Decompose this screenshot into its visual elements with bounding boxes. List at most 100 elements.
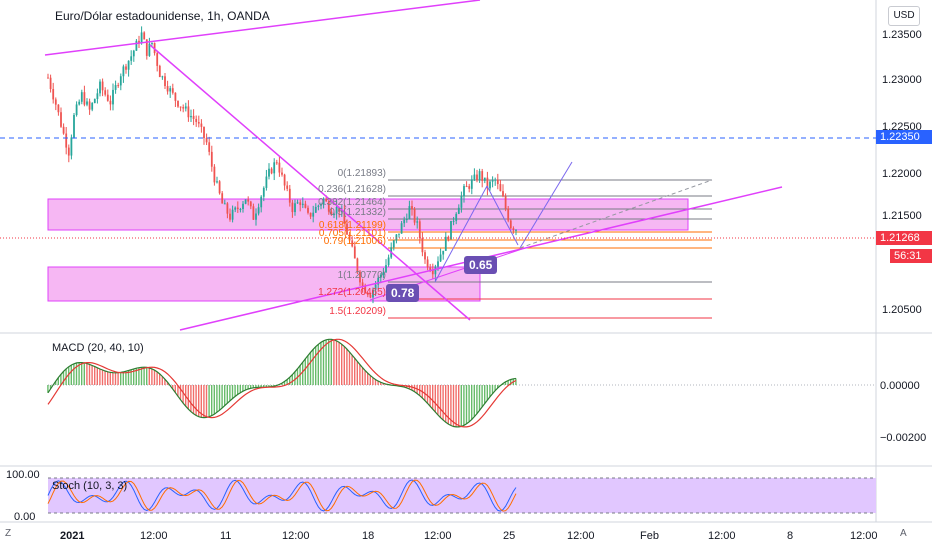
timezone-icon[interactable]: Z — [5, 528, 12, 539]
time-axis[interactable]: 2021 12:00 11 12:00 18 12:00 25 12:00 Fe… — [60, 530, 878, 542]
macd-bar — [47, 385, 49, 393]
candle-body — [348, 234, 351, 241]
macd-bar — [231, 385, 234, 399]
candle-body — [343, 211, 346, 224]
candle-body — [190, 115, 192, 118]
macd-bar — [68, 366, 70, 385]
candle-body — [398, 233, 400, 235]
macd-bar — [135, 368, 137, 385]
macd-bar — [164, 379, 166, 385]
time-tick: 12:00 — [850, 530, 878, 542]
fib-retracement[interactable] — [388, 179, 712, 319]
macd-bar — [302, 362, 304, 385]
candles — [47, 26, 517, 304]
macd-bar — [166, 382, 169, 385]
macd-bar — [382, 383, 384, 385]
macd-axis[interactable]: 0.00000 −0.00200 — [880, 380, 926, 444]
fib-level-label: 0.382(1.21464) — [318, 197, 386, 208]
projection-dashed-line[interactable] — [519, 179, 713, 249]
macd-bar — [320, 342, 322, 385]
fib-level-label: 0(1.21893) — [337, 168, 386, 179]
macd-label[interactable]: MACD (20, 40, 10) — [52, 342, 144, 354]
macd-bar — [476, 385, 478, 414]
candle-body — [429, 267, 432, 271]
stoch-label[interactable]: Stoch (10, 3, 3) — [52, 480, 128, 492]
macd-bar — [497, 385, 499, 388]
macd-bar — [263, 385, 265, 388]
macd-bar — [182, 385, 184, 404]
macd-bar — [117, 372, 119, 385]
macd-bar — [273, 385, 275, 387]
macd-bar — [239, 385, 241, 393]
fib-level-label: 1(1.20770) — [337, 270, 386, 281]
macd-bar — [338, 342, 340, 385]
macd-bar — [75, 362, 78, 385]
candle-body — [187, 106, 190, 118]
candle-body — [340, 211, 343, 213]
fib-badge-078[interactable]: 0.78 — [386, 284, 420, 302]
projection-leg-2[interactable] — [519, 161, 573, 249]
countdown-tag: 56:31 — [890, 249, 932, 263]
macd-bar — [478, 385, 481, 411]
candle-body — [161, 76, 164, 78]
candle-body — [413, 209, 416, 223]
candle-body — [244, 199, 247, 204]
candle-body — [278, 162, 281, 173]
projection-leg-3[interactable] — [486, 185, 519, 246]
candle-body — [223, 203, 226, 205]
macd-bar — [187, 385, 189, 410]
candle-body — [463, 186, 465, 197]
candle-body — [338, 206, 341, 212]
auto-scale-icon[interactable]: A — [900, 528, 907, 539]
macd-bar — [250, 385, 252, 389]
candle-body — [478, 171, 481, 181]
macd-bar — [341, 344, 343, 385]
macd-bar — [94, 366, 96, 385]
supply-zone[interactable] — [47, 198, 689, 231]
candle-body — [114, 85, 117, 90]
chart-title[interactable]: Euro/Dólar estadounidense, 1h, OANDA — [55, 9, 270, 23]
candle-body — [138, 40, 140, 44]
candle-body — [73, 114, 75, 138]
candle-body — [171, 88, 174, 93]
stoch-band — [48, 478, 876, 513]
candle-body — [208, 142, 211, 152]
candle-body — [359, 271, 361, 283]
candle-body — [200, 123, 203, 127]
macd-bar — [351, 355, 353, 385]
macd-bar — [96, 367, 98, 385]
candle-body — [242, 203, 244, 210]
candle-body — [104, 90, 107, 95]
candle-body — [403, 219, 406, 224]
macd-bar — [83, 362, 85, 385]
fib-badge-065[interactable]: 0.65 — [464, 256, 498, 274]
macd-bar — [294, 371, 296, 385]
macd-bar — [510, 379, 512, 385]
candle-body — [122, 66, 125, 77]
macd-bar — [146, 367, 148, 385]
candle-body — [119, 76, 122, 86]
price-axis[interactable]: 1.23500 1.23000 1.22500 1.22000 1.21500 … — [882, 29, 922, 316]
macd-bar — [148, 367, 150, 385]
currency-button[interactable]: USD — [888, 6, 920, 26]
candle-body — [47, 77, 49, 79]
candle-body — [335, 206, 338, 214]
candle-body — [450, 220, 452, 240]
candle-body — [470, 179, 473, 189]
candle-body — [109, 100, 112, 105]
candle-body — [346, 223, 348, 235]
stoch-axis[interactable]: 100.00 0.00 — [6, 469, 40, 523]
candle-body — [434, 266, 437, 275]
channel-top-line[interactable] — [44, 0, 481, 56]
macd-bar — [107, 371, 109, 385]
macd-bar — [138, 367, 140, 385]
macd-bar — [455, 385, 457, 427]
stoch-k-line — [47, 479, 517, 512]
projection-leg-1[interactable] — [434, 185, 488, 283]
candle-body — [369, 294, 372, 298]
candle-body — [125, 66, 127, 70]
candle-body — [52, 88, 55, 100]
macd-bar — [255, 385, 257, 388]
macd-bar — [86, 363, 88, 385]
